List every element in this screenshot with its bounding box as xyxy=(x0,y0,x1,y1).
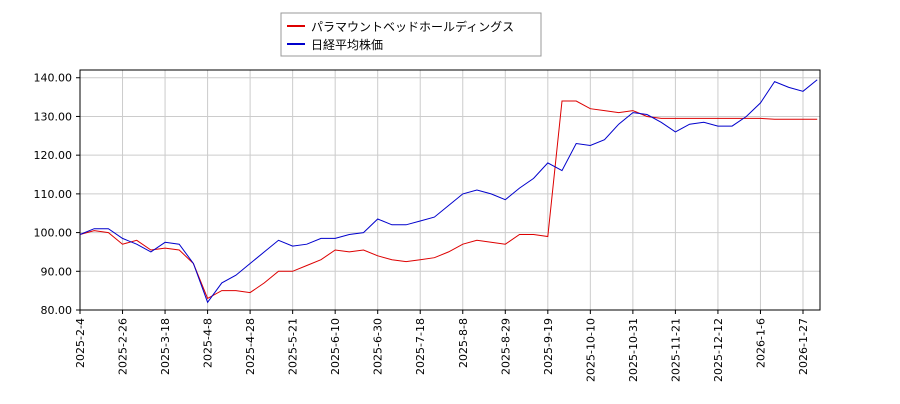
y-tick-label: 80.00 xyxy=(41,304,73,317)
legend-box xyxy=(280,12,542,57)
x-tick-label: 2025-6-30 xyxy=(372,318,385,375)
x-tick-label: 2025-4-28 xyxy=(244,318,257,375)
y-tick-label: 120.00 xyxy=(34,149,73,162)
data-line xyxy=(79,100,818,300)
x-tick-label: 2025-2-4 xyxy=(74,318,87,368)
x-tick-label: 2025-11-21 xyxy=(669,318,682,382)
x-tick-label: 2025-10-31 xyxy=(627,318,640,382)
x-tick-label: 2025-5-21 xyxy=(287,318,300,375)
x-tick-label: 2025-2-26 xyxy=(117,318,130,375)
x-tick-label: 2025-6-10 xyxy=(329,318,342,375)
x-tick-label: 2025-8-8 xyxy=(457,318,470,368)
x-tick-label: 2026-1-27 xyxy=(797,318,810,375)
x-tick-label: 2025-10-10 xyxy=(584,318,597,382)
x-tick-label: 2025-12-12 xyxy=(712,318,725,382)
legend-label: パラマウントベッドホールディングス xyxy=(311,19,514,34)
y-tick-label: 90.00 xyxy=(41,265,73,278)
x-tick-label: 2025-3-18 xyxy=(159,318,172,375)
x-tick-label: 2025-8-29 xyxy=(499,318,512,375)
plot-frame xyxy=(79,69,821,311)
y-tick-label: 110.00 xyxy=(34,188,73,201)
x-tick-label: 2025-9-19 xyxy=(542,318,555,375)
data-line xyxy=(79,79,818,304)
x-tick-label: 2025-7-18 xyxy=(414,318,427,375)
y-tick-label: 100.00 xyxy=(34,227,73,240)
y-tick-label: 130.00 xyxy=(34,110,73,123)
x-tick-label: 2025-4-8 xyxy=(202,318,215,368)
y-tick-label: 140.00 xyxy=(34,72,73,85)
x-tick-label: 2026-1-6 xyxy=(754,318,767,368)
legend-label: 日経平均株価 xyxy=(311,37,383,52)
